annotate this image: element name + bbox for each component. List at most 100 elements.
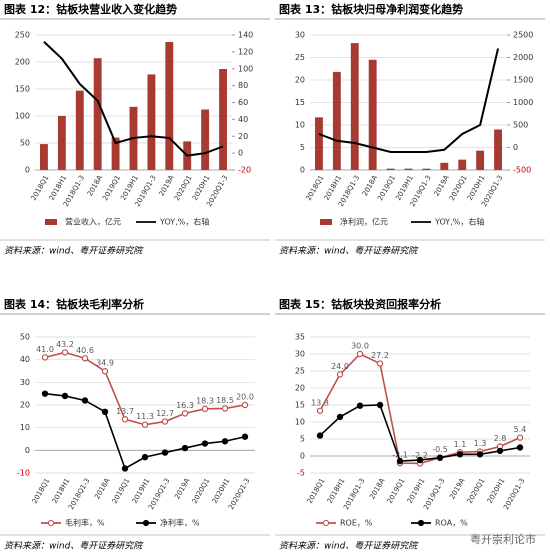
point bbox=[516, 444, 524, 451]
data-label: 18.3 bbox=[196, 396, 214, 405]
line bbox=[319, 353, 521, 465]
legend-label: YOY,%，右轴 bbox=[434, 217, 484, 227]
y-tick-label: 25 bbox=[295, 53, 305, 62]
y-tick-label: 50 bbox=[20, 139, 30, 148]
x-tick-label: 2020Q1 bbox=[466, 477, 487, 505]
y-tick-label: 30 bbox=[295, 31, 305, 40]
y2-tick-label: 0 bbox=[513, 143, 518, 152]
data-label: 11.3 bbox=[136, 412, 154, 421]
x-tick-label: 2019Q1 bbox=[111, 477, 132, 505]
legend-marker bbox=[142, 519, 150, 527]
bar bbox=[40, 144, 48, 170]
data-label: 34.9 bbox=[96, 359, 114, 368]
x-tick-label: 2019A bbox=[173, 477, 191, 501]
bar bbox=[111, 137, 120, 170]
point bbox=[121, 465, 129, 472]
bar bbox=[350, 43, 359, 170]
bar bbox=[368, 59, 377, 170]
y-tick-label: 20 bbox=[295, 384, 305, 393]
bar bbox=[404, 168, 413, 170]
point bbox=[61, 392, 69, 400]
y2-tick-label: 140 bbox=[238, 31, 253, 40]
y-tick-label: -5 bbox=[297, 469, 305, 478]
y2-tick-label: 2500 bbox=[513, 31, 533, 40]
y-tick-label: 35 bbox=[295, 333, 305, 342]
x-tick-label: 2020H1 bbox=[486, 477, 507, 505]
x-tick-label: 2018A bbox=[368, 477, 386, 501]
data-label: 12.7 bbox=[156, 409, 174, 418]
point bbox=[376, 360, 384, 367]
data-label: 18.5 bbox=[216, 396, 234, 405]
point bbox=[436, 454, 444, 461]
y2-tick-label: 0 bbox=[238, 149, 243, 158]
legend-swatch bbox=[320, 219, 332, 225]
bar bbox=[476, 150, 485, 170]
point bbox=[496, 447, 504, 455]
bar bbox=[147, 74, 156, 170]
y-tick-label: 5 bbox=[300, 435, 305, 444]
y-tick-label: 0 bbox=[25, 446, 30, 455]
y2-tick-label: 80 bbox=[238, 81, 248, 90]
point bbox=[181, 410, 189, 417]
y-tick-label: 20 bbox=[295, 76, 305, 85]
point bbox=[41, 354, 49, 361]
legend-marker bbox=[322, 519, 330, 527]
chart-title: 图表 15：钴板块投资回报率分析 bbox=[279, 297, 441, 311]
legend-label: ROE，% bbox=[340, 519, 373, 528]
data-label: 41.0 bbox=[36, 345, 54, 354]
point bbox=[476, 451, 484, 458]
y2-tick-label: 500 bbox=[513, 121, 528, 130]
y-tick-label: 50 bbox=[20, 333, 30, 342]
point bbox=[81, 397, 89, 404]
y2-tick-label: 1000 bbox=[513, 98, 533, 107]
y-tick-label: 100 bbox=[15, 112, 30, 121]
y-tick-label: 10 bbox=[295, 121, 305, 130]
point bbox=[396, 457, 404, 465]
chart-title: 图表 14：钴板块毛利率分析 bbox=[4, 297, 144, 311]
point bbox=[161, 418, 169, 425]
data-label: 5.4 bbox=[514, 425, 527, 434]
data-label: 43.2 bbox=[56, 340, 74, 349]
y2-tick-label: -20 bbox=[238, 166, 251, 175]
bar bbox=[75, 90, 84, 170]
legend-label: 净利润，亿元 bbox=[340, 217, 388, 227]
y-tick-label: 10 bbox=[295, 418, 305, 427]
data-label: 2.8 bbox=[494, 434, 507, 443]
source: 资料来源：wind、粤开证券研究院 bbox=[4, 541, 144, 552]
data-label: 1.1 bbox=[454, 440, 467, 449]
data-label: 27.2 bbox=[371, 351, 389, 360]
point bbox=[241, 433, 249, 440]
y2-tick-label: 60 bbox=[238, 98, 248, 107]
legend-label: 毛利率，% bbox=[65, 518, 105, 528]
point bbox=[336, 371, 344, 378]
y-tick-label: 150 bbox=[15, 85, 30, 94]
bar bbox=[201, 109, 210, 170]
x-tick-label: 2019H1 bbox=[406, 477, 427, 505]
data-label: 20.0 bbox=[236, 393, 254, 402]
chart: 图表 14：钴板块毛利率分析 -10 0 10 20 30 40 50 2018Q1 2018H1… bbox=[0, 297, 270, 552]
bar bbox=[57, 116, 66, 170]
watermark: 粤开崇利论市 bbox=[470, 532, 536, 546]
data-label: -0.5 bbox=[432, 445, 448, 454]
data-label: 13.3 bbox=[311, 398, 329, 407]
data-label: 30.0 bbox=[351, 342, 369, 351]
point bbox=[81, 355, 89, 362]
legend-label: 营业收入，亿元 bbox=[65, 217, 121, 227]
chart: 图表 12：钴板块营业收入变化趋势 0 50 100 150 200 250 -20 0 20 40… bbox=[0, 2, 270, 257]
x-tick-label: 2018H1 bbox=[51, 477, 72, 505]
point bbox=[141, 421, 149, 428]
legend-label: YOY,%，右轴 bbox=[159, 217, 209, 227]
legend-label: ROA，% bbox=[435, 519, 468, 528]
y2-tick-label: 1500 bbox=[513, 76, 533, 85]
bar bbox=[440, 162, 449, 170]
point bbox=[336, 413, 344, 421]
legend-marker bbox=[47, 519, 55, 527]
x-tick-label: 2018A bbox=[93, 477, 111, 501]
line bbox=[318, 48, 500, 153]
source: 资料来源：wind、粤开证券研究院 bbox=[279, 541, 419, 552]
x-tick-label: 2020H1 bbox=[211, 477, 232, 505]
bar bbox=[219, 69, 227, 170]
point bbox=[356, 350, 364, 358]
point bbox=[41, 390, 49, 397]
